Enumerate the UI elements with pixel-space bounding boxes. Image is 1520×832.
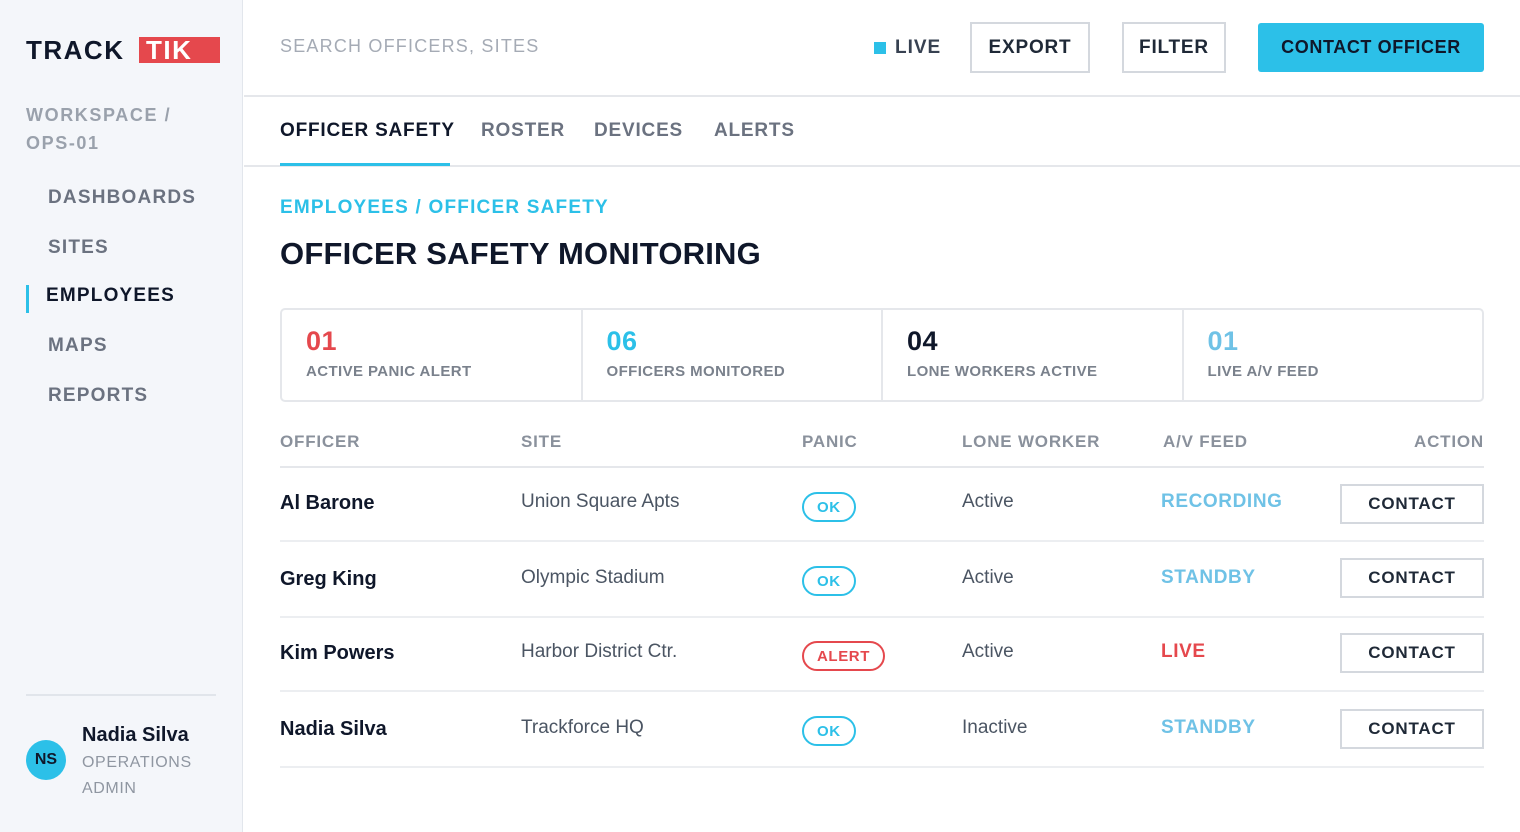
av-feed-status[interactable]: LIVE (1161, 641, 1206, 662)
tab-alerts[interactable]: ALERTS (714, 120, 795, 141)
tab-devices[interactable]: DEVICES (594, 120, 684, 141)
av-feed-status[interactable]: STANDBY (1161, 717, 1256, 738)
column-header-panic[interactable]: PANIC (802, 432, 858, 451)
logo-box (139, 37, 220, 63)
workspace-label: WORKSPACE / OPS-01 (26, 105, 172, 153)
officer-name: Al Barone (280, 492, 375, 514)
table-header: OFFICER SITE PANIC LONE WORKER A/V FEED … (280, 430, 1484, 468)
stat-value: 01 (1207, 326, 1239, 356)
sidebar-item-sites[interactable]: SITES (48, 237, 109, 258)
live-indicator-icon (874, 42, 886, 54)
sidebar-item-employees[interactable]: EMPLOYEES (46, 285, 176, 306)
user-name: Nadia Silva (82, 724, 189, 746)
stat-card-av-feed: 01 LIVE A/V FEED (1184, 310, 1483, 400)
lone-worker-status: Inactive (962, 717, 1028, 738)
contact-button[interactable]: CONTACT (1340, 484, 1484, 524)
column-header-action: ACTION (1414, 432, 1484, 451)
tab-roster[interactable]: ROSTER (481, 120, 565, 141)
av-feed-status[interactable]: RECORDING (1161, 491, 1283, 512)
export-button[interactable]: EXPORT (970, 22, 1090, 73)
contact-button[interactable]: CONTACT (1340, 558, 1484, 598)
sidebar-item-reports[interactable]: REPORTS (48, 385, 149, 406)
panic-status-badge: OK (802, 492, 856, 522)
sidebar: TRACK TIK WORKSPACE / OPS-01 DASHBOARDS … (0, 0, 243, 832)
logo-text-track: TRACK (26, 35, 125, 65)
panic-status-badge: OK (802, 566, 856, 596)
site-name: Trackforce HQ (521, 717, 644, 738)
live-label: LIVE (895, 37, 942, 58)
site-name: Harbor District Ctr. (521, 641, 678, 662)
active-tab-indicator (280, 163, 450, 166)
contact-button[interactable]: CONTACT (1340, 633, 1484, 673)
stat-label: OFFICERS MONITORED (606, 363, 786, 380)
column-header-av-feed[interactable]: A/V FEED (1163, 432, 1248, 451)
stat-card-lone-workers: 04 LONE WORKERS ACTIVE (883, 310, 1184, 400)
breadcrumb[interactable]: EMPLOYEES / OFFICER SAFETY (280, 197, 609, 218)
lone-worker-status: Active (962, 567, 1014, 588)
tracktik-logo[interactable]: TRACK TIK (26, 35, 220, 65)
stat-card-officers: 06 OFFICERS MONITORED (583, 310, 883, 400)
column-header-lone-worker[interactable]: LONE WORKER (962, 432, 1101, 451)
officer-name: Kim Powers (280, 642, 395, 664)
search-input[interactable] (280, 36, 610, 57)
column-header-site[interactable]: SITE (521, 432, 562, 451)
stat-label: ACTIVE PANIC ALERT (306, 363, 472, 380)
filter-button[interactable]: FILTER (1122, 22, 1226, 73)
panic-status-badge: ALERT (802, 641, 885, 671)
contact-button[interactable]: CONTACT (1340, 709, 1484, 749)
tab-officer-safety[interactable]: OFFICER SAFETY (280, 120, 455, 141)
active-nav-indicator (26, 285, 29, 313)
sidebar-item-maps[interactable]: MAPS (48, 335, 108, 356)
page-title: OFFICER SAFETY MONITORING (280, 236, 761, 271)
av-feed-status[interactable]: STANDBY (1161, 567, 1256, 588)
table-row[interactable]: Greg King Olympic Stadium OK Active STAN… (280, 542, 1484, 618)
stat-value: 01 (306, 326, 338, 356)
stat-label: LIVE A/V FEED (1207, 363, 1319, 380)
sidebar-divider (26, 694, 216, 696)
tabs-divider (244, 165, 1520, 167)
stats-panel: 01 ACTIVE PANIC ALERT 06 OFFICERS MONITO… (280, 308, 1484, 402)
stat-value: 04 (907, 326, 939, 356)
stat-value: 06 (606, 326, 638, 356)
logo-text-tik: TIK (146, 35, 192, 65)
user-role: OPERATIONS ADMIN (82, 754, 192, 797)
site-name: Olympic Stadium (521, 567, 665, 588)
table-row[interactable]: Al Barone Union Square Apts OK Active RE… (280, 468, 1484, 542)
contact-officer-button[interactable]: CONTACT OFFICER (1258, 23, 1484, 72)
officer-name: Nadia Silva (280, 718, 387, 740)
lone-worker-status: Active (962, 491, 1014, 512)
lone-worker-status: Active (962, 641, 1014, 662)
table-row[interactable]: Nadia Silva Trackforce HQ OK Inactive ST… (280, 692, 1484, 768)
column-header-officer[interactable]: OFFICER (280, 432, 361, 451)
sidebar-item-dashboards[interactable]: DASHBOARDS (48, 187, 197, 208)
panic-status-badge: OK (802, 716, 856, 746)
stat-label: LONE WORKERS ACTIVE (907, 363, 1098, 380)
table-row[interactable]: Kim Powers Harbor District Ctr. ALERT Ac… (280, 618, 1484, 692)
site-name: Union Square Apts (521, 491, 680, 512)
top-bar: LIVE EXPORT FILTER CONTACT OFFICER (244, 0, 1520, 97)
officer-name: Greg King (280, 568, 377, 590)
stat-card-panic: 01 ACTIVE PANIC ALERT (282, 310, 583, 400)
avatar[interactable]: NS (26, 740, 66, 780)
